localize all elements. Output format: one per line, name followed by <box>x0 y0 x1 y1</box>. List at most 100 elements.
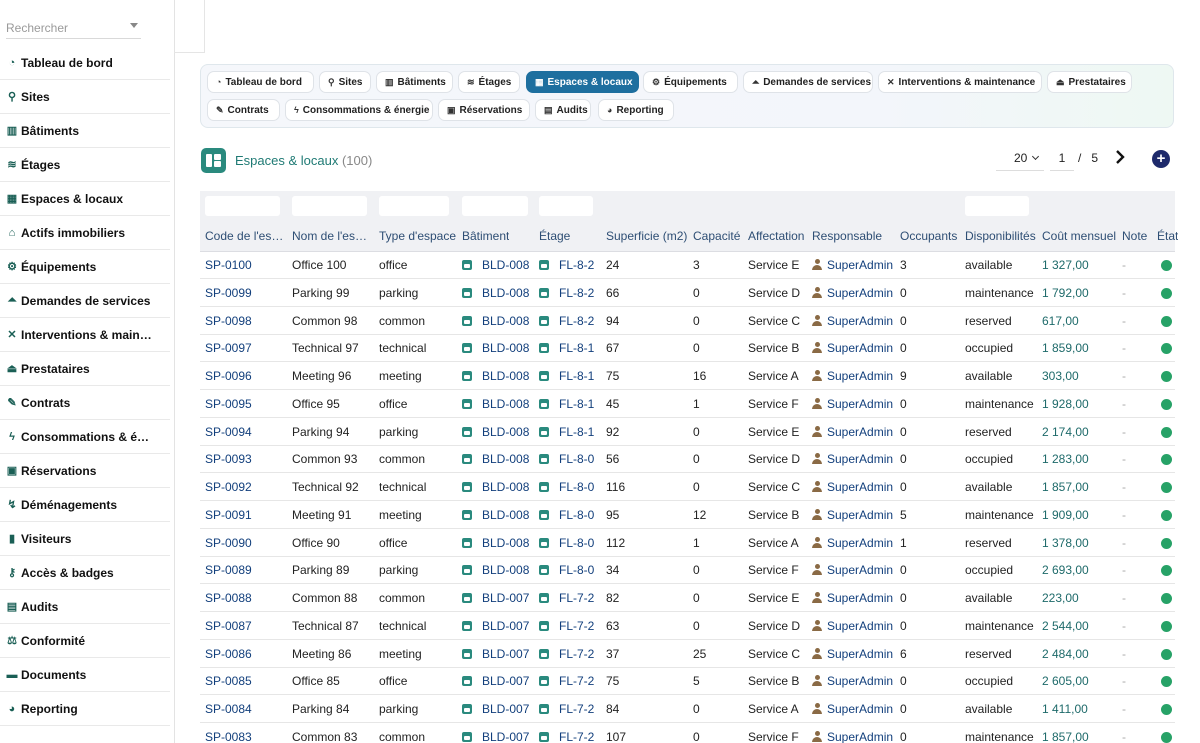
column-header[interactable]: Superficie (m2) <box>606 229 688 243</box>
table-cell[interactable]: SP-0091 <box>205 508 252 522</box>
column-filter-input[interactable] <box>205 196 280 216</box>
table-cell[interactable]: SP-0085 <box>205 674 252 688</box>
table-cell[interactable]: SP-0089 <box>205 563 252 577</box>
table-cell[interactable]: BLD-008 <box>462 425 529 439</box>
table-cell[interactable]: BLD-007 <box>462 674 529 688</box>
table-row[interactable]: SP-0085 Office 85 office BLD-007 FL-7-2 75 5 Se… <box>200 668 1175 696</box>
table-cell[interactable]: FL-8-0 <box>539 508 594 522</box>
tab-3[interactable]: ≋ Étages <box>458 71 520 93</box>
tab-8[interactable]: ⏏ Prestataires <box>1047 71 1132 93</box>
sidebar-item-19[interactable]: ◕ Reporting <box>0 692 170 726</box>
sidebar-item-10[interactable]: ✎ Contrats <box>0 386 170 420</box>
table-cell[interactable]: SuperAdmin <box>812 480 893 494</box>
table-row[interactable]: SP-0094 Parking 94 parking BLD-008 FL-8-1 92 0… <box>200 418 1175 446</box>
table-cell[interactable]: SuperAdmin <box>812 369 893 383</box>
table-row[interactable]: SP-0090 Office 90 office BLD-008 FL-8-0 112 1 S… <box>200 529 1175 557</box>
sidebar-item-2[interactable]: ▥ Bâtiments <box>0 114 170 148</box>
table-cell[interactable]: SP-0092 <box>205 480 252 494</box>
sidebar-item-13[interactable]: ↯ Déménagements <box>0 488 170 522</box>
column-header[interactable]: Type d'espace <box>379 229 457 243</box>
table-cell[interactable]: BLD-008 <box>462 563 529 577</box>
table-cell[interactable]: SuperAdmin <box>812 563 893 577</box>
table-cell[interactable]: BLD-008 <box>462 536 529 550</box>
table-cell[interactable]: SuperAdmin <box>812 508 893 522</box>
table-cell[interactable]: FL-8-2 <box>539 258 594 272</box>
table-cell[interactable]: SP-0094 <box>205 425 252 439</box>
table-cell[interactable]: FL-8-0 <box>539 480 594 494</box>
table-cell[interactable]: FL-7-2 <box>539 619 594 633</box>
table-row[interactable]: SP-0097 Technical 97 technical BLD-008 FL-8-… <box>200 335 1175 363</box>
table-row[interactable]: SP-0096 Meeting 96 meeting BLD-008 FL-8-1 75 1… <box>200 363 1175 390</box>
table-cell[interactable]: FL-7-2 <box>539 730 594 743</box>
column-filter-input[interactable] <box>965 196 1029 216</box>
table-row[interactable]: SP-0091 Meeting 91 meeting BLD-008 FL-8-0 95 1… <box>200 502 1175 529</box>
table-cell[interactable]: FL-8-2 <box>539 314 594 328</box>
column-header[interactable]: Code de l'es… <box>205 229 284 243</box>
table-cell[interactable]: SP-0086 <box>205 647 252 661</box>
table-row[interactable]: SP-0098 Common 98 common BLD-008 FL-8-2 94 0 Se… <box>200 307 1175 335</box>
column-filter-input[interactable] <box>462 196 528 216</box>
table-cell[interactable]: FL-7-2 <box>539 591 594 605</box>
table-cell[interactable]: SuperAdmin <box>812 647 893 661</box>
table-cell[interactable]: BLD-007 <box>462 619 529 633</box>
sidebar-item-6[interactable]: ⚙ Équipements <box>0 250 170 284</box>
caret-down-icon[interactable] <box>130 23 138 28</box>
sidebar-item-4[interactable]: ▦ Espaces & locaux <box>0 182 170 216</box>
table-cell[interactable]: FL-8-0 <box>539 536 594 550</box>
table-cell[interactable]: SP-0090 <box>205 536 252 550</box>
column-filter-input[interactable] <box>539 196 593 216</box>
table-row[interactable]: SP-0083 Common 83 common BLD-007 FL-7-2 107 0 S… <box>200 724 1175 743</box>
table-cell[interactable]: SuperAdmin <box>812 258 893 272</box>
table-cell[interactable]: SuperAdmin <box>812 425 893 439</box>
table-cell[interactable]: FL-8-1 <box>539 397 594 411</box>
tab-2[interactable]: ▥ Bâtiments <box>376 71 453 93</box>
table-cell[interactable]: SuperAdmin <box>812 702 893 716</box>
table-cell[interactable]: BLD-007 <box>462 591 529 605</box>
table-cell[interactable]: BLD-007 <box>462 730 529 743</box>
table-cell[interactable]: SP-0093 <box>205 452 252 466</box>
table-cell[interactable]: SP-0099 <box>205 286 252 300</box>
table-row[interactable]: SP-0089 Parking 89 parking BLD-008 FL-8-0 34 0… <box>200 557 1175 585</box>
sidebar-item-16[interactable]: ▤ Audits <box>0 590 170 624</box>
table-cell[interactable]: FL-7-2 <box>539 647 594 661</box>
table-cell[interactable]: SP-0095 <box>205 397 252 411</box>
sidebar-item-7[interactable]: ⏶ Demandes de services <box>0 284 170 318</box>
table-cell[interactable]: FL-8-2 <box>539 286 594 300</box>
table-cell[interactable]: SuperAdmin <box>812 341 893 355</box>
sidebar-item-12[interactable]: ▣ Réservations <box>0 454 170 488</box>
table-cell[interactable]: SuperAdmin <box>812 286 893 300</box>
table-cell[interactable]: BLD-008 <box>462 508 529 522</box>
tab-10[interactable]: ϟ Consommations & énergie <box>285 99 433 121</box>
column-filter-input[interactable] <box>379 196 449 216</box>
sidebar-item-5[interactable]: ⌂ Actifs immobiliers <box>0 216 170 250</box>
sidebar-item-14[interactable]: ▮ Visiteurs <box>0 522 170 556</box>
tab-0[interactable]: ◔ Tableau de bord <box>207 71 314 93</box>
table-row[interactable]: SP-0093 Common 93 common BLD-008 FL-8-0 56 0 Se… <box>200 446 1175 474</box>
table-cell[interactable]: SuperAdmin <box>812 619 893 633</box>
column-header[interactable]: Responsable <box>812 229 883 243</box>
column-header[interactable]: État <box>1157 229 1179 243</box>
table-cell[interactable]: SP-0084 <box>205 702 252 716</box>
sidebar-item-3[interactable]: ≋ Étages <box>0 148 170 182</box>
sidebar-item-15[interactable]: ⚷ Accès & badges <box>0 556 170 590</box>
table-cell[interactable]: SP-0097 <box>205 341 252 355</box>
table-row[interactable]: SP-0084 Parking 84 parking BLD-007 FL-7-2 84 0… <box>200 696 1175 723</box>
table-cell[interactable]: FL-8-1 <box>539 425 594 439</box>
column-header[interactable]: Disponibilités <box>965 229 1036 243</box>
column-header[interactable]: Bâtiment <box>462 229 510 243</box>
table-row[interactable]: SP-0100 Office 100 office BLD-008 FL-8-2 24 3 S… <box>200 252 1175 279</box>
table-cell[interactable]: BLD-007 <box>462 647 529 661</box>
tab-5[interactable]: ⚙ Équipements <box>643 71 738 93</box>
column-header[interactable]: Capacité <box>693 229 741 243</box>
column-header[interactable]: Nom de l'es… <box>292 229 367 243</box>
table-row[interactable]: SP-0086 Meeting 86 meeting BLD-007 FL-7-2 37 2… <box>200 640 1175 668</box>
table-row[interactable]: SP-0092 Technical 92 technical BLD-008 FL-8-… <box>200 474 1175 501</box>
search-select[interactable]: Rechercher <box>6 18 141 39</box>
table-cell[interactable]: SP-0083 <box>205 730 252 743</box>
tab-13[interactable]: ◕ Reporting <box>598 99 674 121</box>
column-header[interactable]: Note <box>1122 229 1148 243</box>
table-row[interactable]: SP-0087 Technical 87 technical BLD-007 FL-7-… <box>200 613 1175 640</box>
tab-1[interactable]: ⚲ Sites <box>319 71 371 93</box>
column-header[interactable]: Affectation <box>748 229 805 243</box>
table-cell[interactable]: SP-0096 <box>205 369 252 383</box>
